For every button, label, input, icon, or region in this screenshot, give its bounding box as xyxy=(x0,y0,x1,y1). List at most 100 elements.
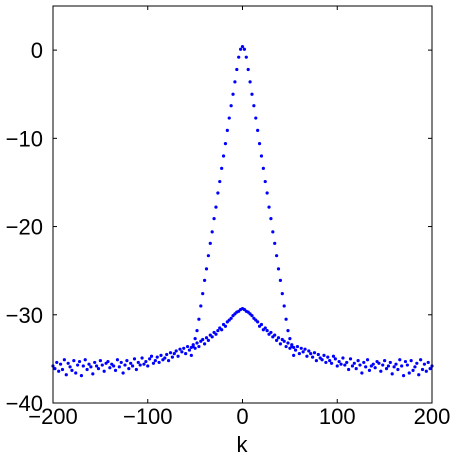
data-point-series-1 xyxy=(240,44,245,49)
data-point-series-1 xyxy=(278,278,282,282)
data-point-series-2 xyxy=(362,360,366,365)
data-point-series-2 xyxy=(343,363,347,367)
data-point-series-2 xyxy=(168,351,173,355)
data-point-series-1 xyxy=(229,104,233,108)
data-point-series-1 xyxy=(242,47,246,51)
data-point-series-2 xyxy=(295,344,300,349)
data-point-series-2 xyxy=(331,354,336,358)
data-point-series-2 xyxy=(413,365,417,369)
data-point-series-2 xyxy=(407,371,411,375)
data-point-series-2 xyxy=(214,332,218,336)
data-point-series-2 xyxy=(197,344,201,349)
data-point-series-1 xyxy=(261,166,265,170)
data-point-series-1 xyxy=(231,92,235,96)
data-point-series-2 xyxy=(66,361,70,365)
data-point-series-1 xyxy=(197,317,201,321)
data-point-series-2 xyxy=(115,358,120,362)
data-point-series-2 xyxy=(284,344,288,349)
plot-frame xyxy=(52,5,433,404)
data-point-series-2 xyxy=(102,369,106,373)
data-point-series-2 xyxy=(220,328,224,332)
data-point-series-2 xyxy=(203,342,207,346)
data-point-series-2 xyxy=(68,365,72,369)
data-point-series-2 xyxy=(206,338,210,342)
data-point-series-2 xyxy=(53,366,57,371)
data-point-series-2 xyxy=(195,341,199,345)
data-point-series-2 xyxy=(151,361,156,365)
tick-marks xyxy=(52,6,433,404)
data-point-series-1 xyxy=(239,47,243,51)
data-point-series-1 xyxy=(273,241,277,245)
data-point-series-2 xyxy=(106,359,110,364)
data-point-series-2 xyxy=(265,329,269,333)
data-point-series-2 xyxy=(419,358,423,362)
data-point-series-2 xyxy=(337,359,341,364)
data-point-series-2 xyxy=(77,359,82,364)
data-point-series-1 xyxy=(203,278,207,282)
data-point-series-2 xyxy=(288,346,292,350)
data-point-series-2 xyxy=(341,356,345,360)
data-point-series-1 xyxy=(254,116,258,120)
data-point-series-2 xyxy=(364,365,368,369)
data-point-series-2 xyxy=(405,363,409,367)
data-point-series-2 xyxy=(392,365,396,369)
data-point-series-2 xyxy=(278,342,282,346)
data-point-series-1 xyxy=(216,191,220,195)
x-axis-label: k xyxy=(237,432,249,457)
data-point-series-2 xyxy=(422,362,427,366)
data-point-series-2 xyxy=(411,368,415,372)
data-point-series-1 xyxy=(218,179,222,184)
data-point-series-1 xyxy=(267,205,271,209)
data-point-series-2 xyxy=(182,346,186,350)
data-point-series-2 xyxy=(311,355,315,359)
data-point-series-2 xyxy=(409,359,413,363)
data-point-series-2 xyxy=(60,367,65,372)
data-point-series-1 xyxy=(292,353,296,357)
data-point-series-2 xyxy=(290,343,294,347)
tick-labels: −200 −100 0 100 200 0 −10 −20 −30 −40 xyxy=(6,38,451,429)
data-point-series-2 xyxy=(347,367,351,372)
data-point-series-1 xyxy=(280,292,284,296)
data-point-series-2 xyxy=(390,372,394,376)
data-point-series-2 xyxy=(134,367,138,372)
data-point-series-2 xyxy=(401,374,406,378)
data-point-series-2 xyxy=(96,366,101,371)
data-point-series-2 xyxy=(223,324,228,328)
data-point-series-2 xyxy=(57,369,61,373)
data-point-series-2 xyxy=(371,362,375,366)
data-point-series-1 xyxy=(286,329,290,333)
data-point-series-1 xyxy=(269,217,273,221)
data-point-series-1 xyxy=(288,337,292,341)
data-point-series-2 xyxy=(354,366,358,371)
data-point-series-2 xyxy=(112,364,116,368)
data-point-series-2 xyxy=(282,339,286,343)
data-point-series-2 xyxy=(417,373,421,377)
data-point-series-1 xyxy=(208,241,212,245)
data-point-series-2 xyxy=(420,367,425,372)
x-tick-label: −100 xyxy=(123,404,173,429)
data-point-series-2 xyxy=(307,349,311,353)
data-point-series-2 xyxy=(81,364,85,368)
data-point-series-2 xyxy=(316,352,320,357)
data-point-series-1 xyxy=(204,267,209,271)
data-point-series-2 xyxy=(403,359,408,364)
data-point-series-2 xyxy=(250,314,254,318)
data-point-series-1 xyxy=(271,230,275,234)
data-point-series-2 xyxy=(93,360,97,365)
data-point-series-2 xyxy=(178,347,182,351)
data-point-series-2 xyxy=(358,363,362,367)
data-point-series-2 xyxy=(428,366,432,371)
y-tick-label: −10 xyxy=(6,126,43,151)
data-point-series-2 xyxy=(91,372,95,376)
data-point-series-2 xyxy=(333,357,337,361)
data-point-series-2 xyxy=(292,345,296,350)
data-point-series-1 xyxy=(250,92,254,96)
data-point-series-2 xyxy=(348,357,353,361)
data-point-series-2 xyxy=(301,350,305,354)
data-point-series-1 xyxy=(223,142,228,146)
data-point-series-1 xyxy=(275,254,279,258)
y-tick-label: −30 xyxy=(6,303,43,328)
data-point-series-2 xyxy=(119,360,123,365)
data-point-series-2 xyxy=(193,346,197,350)
